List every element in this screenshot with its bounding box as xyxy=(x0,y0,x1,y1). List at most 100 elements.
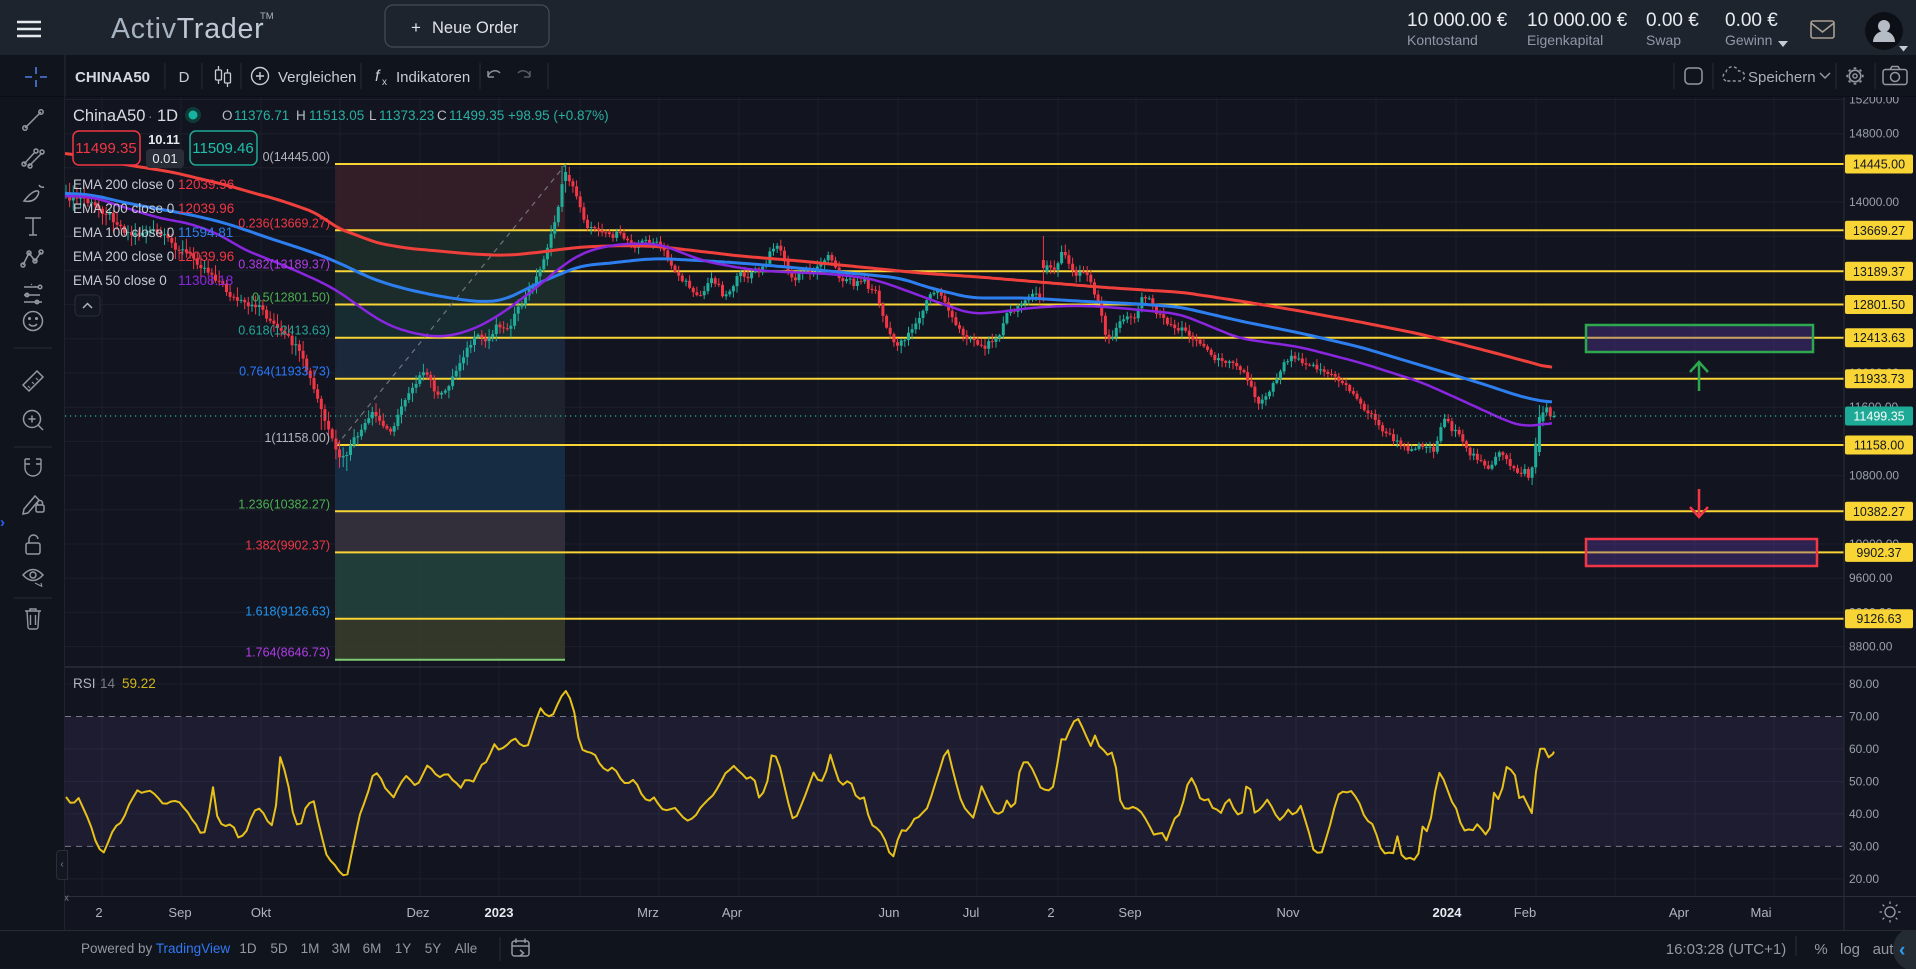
svg-text:RSI: RSI xyxy=(73,676,96,691)
svg-text:Powered by TradingView: Powered by TradingView xyxy=(81,941,230,956)
svg-text:Apr: Apr xyxy=(722,905,743,920)
svg-text:30.00: 30.00 xyxy=(1849,839,1879,853)
svg-text:0.00 €: 0.00 € xyxy=(1646,10,1699,31)
svg-text:EMA 200 close 0: EMA 200 close 0 xyxy=(73,249,174,264)
svg-text:+98.95 (+0.87%): +98.95 (+0.87%) xyxy=(508,108,609,123)
svg-text:EMA 100 close 0: EMA 100 close 0 xyxy=(73,225,174,240)
svg-text:D: D xyxy=(179,69,190,86)
svg-text:Speichern: Speichern xyxy=(1748,69,1816,86)
svg-text:12413.63: 12413.63 xyxy=(1853,331,1905,345)
svg-text:1(11158.00): 1(11158.00) xyxy=(264,431,330,445)
svg-text:14800.00: 14800.00 xyxy=(1849,127,1899,141)
svg-text:Mai: Mai xyxy=(1751,905,1772,920)
svg-text:1.236(10382.27): 1.236(10382.27) xyxy=(238,497,330,511)
svg-text:12039.96: 12039.96 xyxy=(178,177,234,192)
svg-text:f: f xyxy=(375,68,381,85)
svg-text:Jul: Jul xyxy=(963,905,980,920)
svg-text:Eigenkapital: Eigenkapital xyxy=(1527,32,1603,48)
svg-text:2024: 2024 xyxy=(1433,905,1463,920)
svg-text:70.00: 70.00 xyxy=(1849,710,1879,724)
svg-text:9600.00: 9600.00 xyxy=(1849,571,1893,585)
svg-text:Vergleichen: Vergleichen xyxy=(278,69,356,86)
svg-text:+: + xyxy=(411,18,421,37)
svg-text:1Y: 1Y xyxy=(395,941,412,956)
svg-text:80.00: 80.00 xyxy=(1849,677,1879,691)
svg-text:2023: 2023 xyxy=(485,905,514,920)
svg-text:11376.71: 11376.71 xyxy=(234,108,289,123)
svg-text:Feb: Feb xyxy=(1514,905,1536,920)
svg-text:x: x xyxy=(64,893,69,904)
svg-text:10800.00: 10800.00 xyxy=(1849,469,1899,483)
svg-text:Swap: Swap xyxy=(1646,32,1681,48)
svg-text:Sep: Sep xyxy=(1118,905,1141,920)
svg-text:Apr: Apr xyxy=(1669,905,1690,920)
svg-text:L: L xyxy=(369,108,377,123)
svg-text:‹: ‹ xyxy=(1899,940,1905,961)
svg-text:11594.81: 11594.81 xyxy=(178,225,233,240)
svg-text:Nov: Nov xyxy=(1276,905,1300,920)
svg-text:Mrz: Mrz xyxy=(637,905,659,920)
svg-text:5D: 5D xyxy=(270,941,288,956)
svg-text:2: 2 xyxy=(95,905,102,920)
svg-text:9126.63: 9126.63 xyxy=(1856,612,1901,626)
svg-text:Sep: Sep xyxy=(168,905,191,920)
svg-text:20.00: 20.00 xyxy=(1849,872,1879,886)
svg-text:12039.96: 12039.96 xyxy=(178,201,234,216)
svg-text:14000.00: 14000.00 xyxy=(1849,195,1899,209)
svg-text:6M: 6M xyxy=(363,941,382,956)
svg-text:TM: TM xyxy=(260,11,274,22)
svg-text:12801.50: 12801.50 xyxy=(1853,298,1905,312)
svg-text:log: log xyxy=(1840,941,1860,958)
svg-text:50.00: 50.00 xyxy=(1849,775,1879,789)
svg-text:11308.18: 11308.18 xyxy=(178,273,233,288)
svg-text:10382.27: 10382.27 xyxy=(1853,505,1905,519)
svg-text:O: O xyxy=(222,108,233,123)
svg-text:%: % xyxy=(1814,941,1827,958)
svg-text:0.764(11933.73): 0.764(11933.73) xyxy=(239,365,330,379)
svg-text:1.618(9126.63): 1.618(9126.63) xyxy=(245,605,330,619)
svg-text:5Y: 5Y xyxy=(425,941,442,956)
svg-text:1M: 1M xyxy=(301,941,320,956)
svg-text:2: 2 xyxy=(1047,905,1054,920)
svg-text:ActivTrader: ActivTrader xyxy=(111,13,264,45)
svg-text:Alle: Alle xyxy=(455,941,478,956)
svg-text:40.00: 40.00 xyxy=(1849,807,1879,821)
svg-text:0.236(13669.27): 0.236(13669.27) xyxy=(238,216,330,230)
svg-text:3M: 3M xyxy=(332,941,351,956)
svg-text:aut: aut xyxy=(1873,941,1895,958)
svg-text:Jun: Jun xyxy=(879,905,900,920)
svg-text:CHINAA50: CHINAA50 xyxy=(75,69,150,86)
svg-text:C: C xyxy=(437,108,447,123)
svg-text:Neue Order: Neue Order xyxy=(432,19,519,37)
svg-text:ChinaA50: ChinaA50 xyxy=(73,107,145,125)
svg-text:Dez: Dez xyxy=(406,905,429,920)
svg-text:0.01: 0.01 xyxy=(152,151,177,166)
svg-text:0.618(12413.63): 0.618(12413.63) xyxy=(238,324,330,338)
svg-text:0(14445.00): 0(14445.00) xyxy=(263,150,330,164)
svg-text:EMA 200 close 0: EMA 200 close 0 xyxy=(73,201,174,216)
svg-text:11513.05: 11513.05 xyxy=(309,108,364,123)
svg-text:12039.96: 12039.96 xyxy=(178,249,234,264)
svg-text:8800.00: 8800.00 xyxy=(1849,640,1893,654)
svg-text:1D: 1D xyxy=(239,941,257,956)
svg-text:Okt: Okt xyxy=(251,905,272,920)
svg-text:0.382(13189.37): 0.382(13189.37) xyxy=(238,257,330,271)
svg-text:Kontostand: Kontostand xyxy=(1407,32,1478,48)
svg-text:x: x xyxy=(382,77,387,88)
svg-text:H: H xyxy=(296,108,306,123)
svg-text:·: · xyxy=(148,108,153,124)
svg-text:EMA 200 close 0: EMA 200 close 0 xyxy=(73,177,174,192)
svg-text:10 000.00 €: 10 000.00 € xyxy=(1407,10,1508,31)
svg-text:13669.27: 13669.27 xyxy=(1853,224,1905,238)
svg-text:0.00 €: 0.00 € xyxy=(1725,10,1778,31)
svg-text:0.5(12801.50): 0.5(12801.50) xyxy=(252,291,330,305)
svg-text:11933.73: 11933.73 xyxy=(1853,372,1904,386)
svg-text:11499.35: 11499.35 xyxy=(75,140,136,157)
svg-text:10 000.00 €: 10 000.00 € xyxy=(1527,10,1628,31)
svg-text:Indikatoren: Indikatoren xyxy=(396,69,470,86)
svg-text:11158.00: 11158.00 xyxy=(1854,439,1904,453)
svg-text:13189.37: 13189.37 xyxy=(1853,265,1905,279)
svg-text:9902.37: 9902.37 xyxy=(1856,546,1901,560)
svg-text:EMA 50 close 0: EMA 50 close 0 xyxy=(73,273,167,288)
svg-text:1.382(9902.37): 1.382(9902.37) xyxy=(245,538,330,552)
